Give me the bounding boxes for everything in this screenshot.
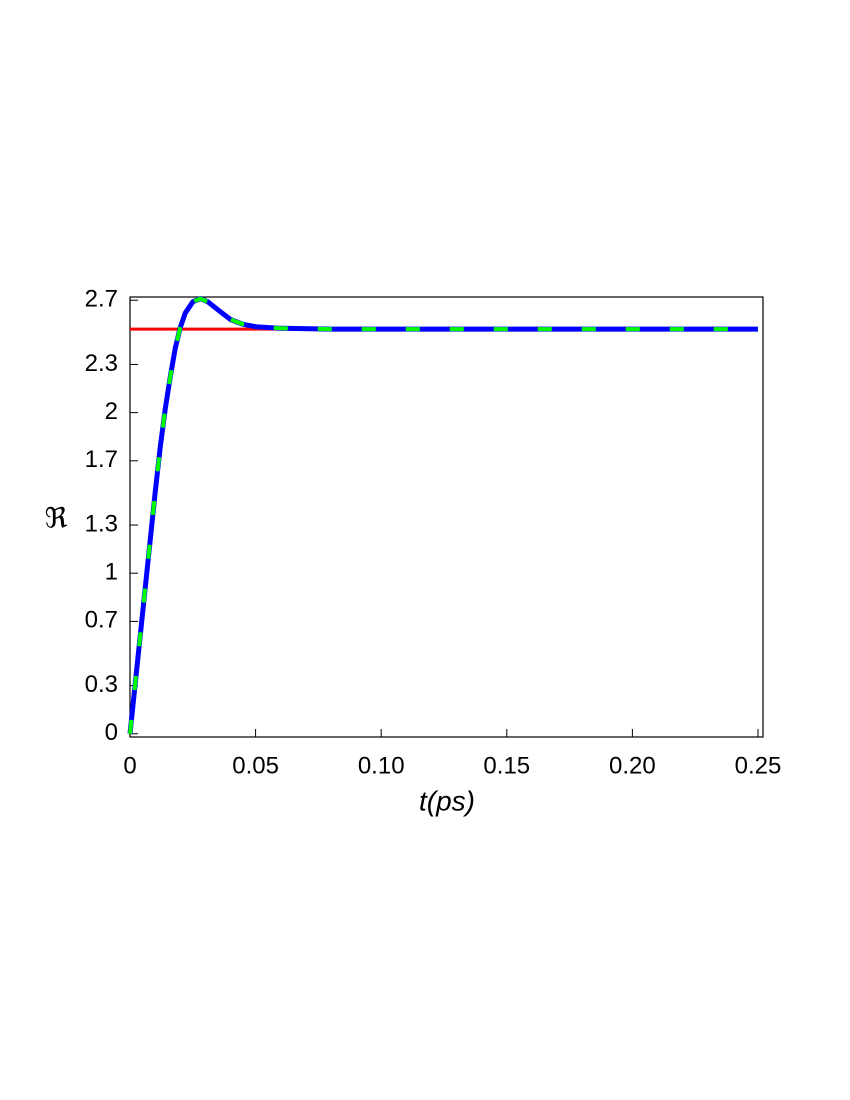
- y-tick-label: 0.3: [85, 671, 118, 698]
- x-tick-label: 0.10: [358, 752, 405, 779]
- x-tick-label: 0.05: [232, 752, 279, 779]
- series-line: [127, 296, 758, 735]
- y-tick-label: 1: [105, 559, 118, 586]
- y-tick-label: 1.3: [85, 510, 118, 537]
- plot-frame: [129, 296, 764, 738]
- y-tick-label: 2: [105, 398, 118, 425]
- x-tick-label: 0.20: [609, 752, 656, 779]
- y-tick-label: 0: [105, 719, 118, 746]
- y-tick-label: 1.7: [85, 446, 118, 473]
- x-tick-label: 0.25: [735, 752, 782, 779]
- y-axis-label: ℜ: [45, 502, 68, 535]
- x-tick-label: 0.15: [483, 752, 530, 779]
- x-axis-label: t(ps): [419, 785, 475, 816]
- x-tick-label: 0: [123, 752, 136, 779]
- series-line: [128, 296, 758, 734]
- y-tick-label: 2.7: [85, 286, 118, 313]
- y-tick-label: 0.7: [85, 607, 118, 634]
- y-tick-label: 2.3: [85, 350, 118, 377]
